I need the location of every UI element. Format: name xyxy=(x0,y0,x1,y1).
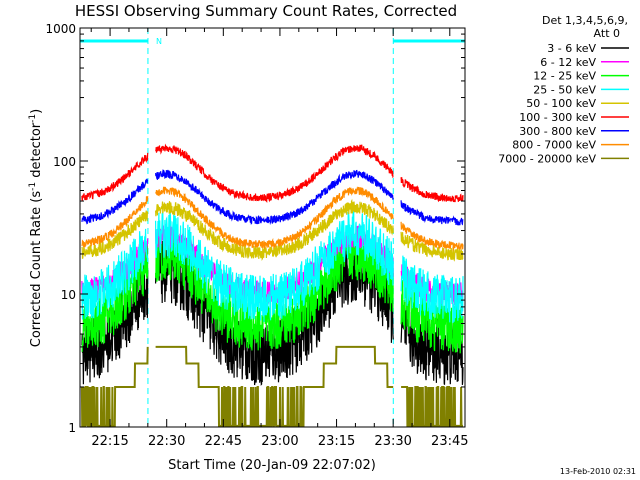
series-line xyxy=(80,345,463,427)
plot-frame xyxy=(79,27,466,428)
legend-label: 7000 - 20000 keV xyxy=(498,152,596,165)
y-axis-label: Corrected Count Rate (s-1 detector-1) xyxy=(28,109,44,347)
series-line xyxy=(81,143,464,203)
y-tick-label: 1000 xyxy=(45,22,76,36)
legend-label: 12 - 25 keV xyxy=(533,70,596,83)
x-tick-label: 23:00 xyxy=(261,434,298,449)
legend-label: 3 - 6 keV xyxy=(547,42,596,55)
legend-label: 6 - 12 keV xyxy=(540,56,596,69)
y-tick-label: 100 xyxy=(53,155,76,169)
chart-title: HESSI Observing Summary Count Rates, Cor… xyxy=(75,2,457,20)
x-tick-label: 23:30 xyxy=(374,434,411,449)
y-axis-label-part: detector xyxy=(29,122,44,182)
y-axis-label-part: ) xyxy=(29,109,44,114)
x-tick-label: 22:45 xyxy=(205,434,242,449)
y-axis-label-sup: -1 xyxy=(28,114,38,123)
x-tick-label: 22:15 xyxy=(91,434,128,449)
legend-label: 50 - 100 keV xyxy=(526,97,596,110)
legend-header: Det 1,3,4,5,6,9, xyxy=(542,14,628,27)
y-axis-label-sup: -1 xyxy=(28,182,38,191)
plot-timestamp: 13-Feb-2010 02:31 xyxy=(560,467,636,476)
series-line xyxy=(81,186,464,252)
y-tick-label: 10 xyxy=(61,288,76,302)
axes-layer: 1 10 100 1000 22:15 22:30 22:45 23:00 23:15 23:30… xyxy=(45,22,468,449)
legend-label: 300 - 800 keV xyxy=(519,125,596,138)
x-tick-label: 23:45 xyxy=(431,434,468,449)
series-layer xyxy=(80,143,464,427)
series-line xyxy=(81,169,464,226)
series-line xyxy=(81,211,464,324)
legend-label: 800 - 7000 keV xyxy=(512,139,596,152)
y-tick-label: 1 xyxy=(68,421,76,435)
y-axis-label-part: Corrected Count Rate (s xyxy=(29,191,44,348)
night-flag-label: N xyxy=(156,37,162,46)
legend-header: Att 0 xyxy=(594,27,620,40)
x-axis-label: Start Time (20-Jan-09 22:07:02) xyxy=(168,458,376,473)
legend-label: 25 - 50 keV xyxy=(533,83,596,96)
x-tick-label: 22:30 xyxy=(148,434,185,449)
legend-label: 100 - 300 keV xyxy=(519,111,596,124)
x-tick-label: 23:15 xyxy=(318,434,355,449)
